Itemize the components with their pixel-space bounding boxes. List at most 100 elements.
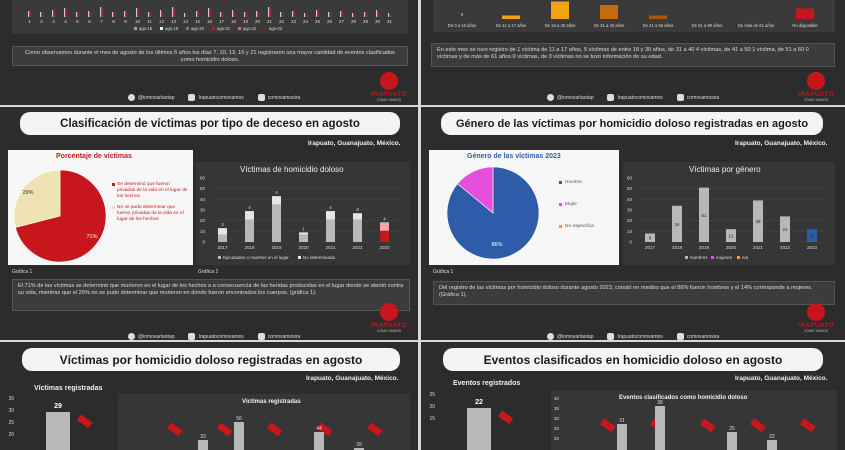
legend-swatch: [685, 256, 688, 259]
day-tick-label: 20: [255, 19, 261, 24]
instagram-handle[interactable]: comovamosira: [257, 333, 300, 340]
legend-swatch: [112, 183, 115, 186]
daily-bar: [148, 12, 150, 17]
pie-legend-item: Hombre: [559, 180, 617, 185]
bar-value-label: 22: [769, 434, 775, 440]
facebook-handle[interactable]: Irapuatocomovamos: [607, 333, 663, 340]
instagram-handle[interactable]: comovamosira: [257, 94, 300, 101]
bar-value-label: 33: [200, 434, 206, 440]
legend-label: ago-20: [191, 26, 205, 31]
y-tick-label: 0: [202, 240, 205, 245]
daily-bar: [184, 13, 186, 17]
pie-legend-item: No se pudo determinar que fueron privada…: [112, 205, 188, 222]
legend-swatch: [559, 225, 562, 228]
age-bar: [796, 8, 814, 19]
x-tick-label: 2019: [271, 245, 282, 250]
daily-bar: [114, 13, 116, 17]
summary-value: 29: [54, 403, 62, 410]
summary-value: 22: [475, 399, 483, 406]
x-tick-label: 2023: [807, 245, 818, 250]
day-tick-label: 15: [195, 19, 201, 24]
twitter-icon: [128, 94, 135, 101]
day-tick-label: 28: [351, 19, 357, 24]
daily-bar: [388, 13, 390, 17]
twitter-handle[interactable]: @iomovarlaotap: [128, 333, 174, 340]
daily-bar: [270, 9, 272, 17]
legend-swatch: [238, 27, 241, 30]
change-badge: [699, 418, 716, 433]
gender-bar: [753, 200, 763, 242]
bar-value-label: 34: [674, 222, 680, 227]
facebook-icon: [188, 94, 196, 101]
pie-value-label: 86%: [491, 242, 502, 248]
period-bar: [354, 448, 364, 450]
death-type-note: El 71% de las víctimas se determinó que …: [12, 279, 410, 311]
facebook-handle[interactable]: Irapuatocomovamos: [188, 333, 244, 340]
big-chart-box: Eventos clasificados como homicidio dolo…: [551, 390, 837, 450]
facebook-handle[interactable]: Irapuatocomovamos: [188, 94, 244, 101]
legend-label: No se pudo determinar que fueron privada…: [117, 205, 184, 222]
age-category-label: De 11 a 17 años: [496, 23, 526, 28]
legend-swatch: [711, 256, 714, 259]
y-tick-label: 0: [629, 240, 632, 245]
daily-bar: [304, 13, 306, 17]
bar-value-label: 24: [782, 227, 788, 232]
day-tick-label: 17: [219, 19, 225, 24]
twitter-handle[interactable]: @iomovarlaotap: [547, 333, 593, 340]
daily-bar: [390, 13, 392, 17]
gender-bar: [780, 216, 790, 242]
facebook-handle[interactable]: Irapuatocomovamos: [607, 94, 663, 101]
y-tick-label: 40: [627, 197, 633, 202]
bar-value-label: 51: [701, 213, 707, 218]
y-tick-label: 35: [8, 396, 14, 402]
twitter-icon: [547, 333, 554, 340]
period-bar: [655, 406, 665, 450]
legend-label: ago-18: [139, 26, 153, 31]
victims-pie-slice: [13, 169, 61, 228]
legend-swatch: [218, 256, 221, 259]
instagram-handle[interactable]: comovamosira: [676, 94, 719, 101]
instagram-handle[interactable]: comovamosira: [676, 333, 719, 340]
panel-age: De 0 a 10 años De 11 a 17 años De 18 a 30 …: [421, 0, 845, 105]
bar-value-label: 4: [383, 216, 386, 221]
stacked-bar-segment: [353, 219, 362, 242]
logo: IRAPUATO CÓMO VAMOS: [793, 72, 839, 102]
legend-label: Hombre: [565, 180, 583, 185]
daily-bar: [316, 10, 318, 17]
pie-title: Género de las víctimas 2023: [467, 153, 561, 160]
daily-bar: [186, 13, 188, 17]
stacked-bar-segment: [353, 213, 362, 220]
bar-title: Víctimas de homicidio doloso: [240, 165, 344, 174]
daily-bar: [54, 11, 56, 17]
y-tick-label: 30: [627, 208, 633, 213]
legend-swatch: [264, 27, 267, 30]
small-chart-svg: 25 20 15 22: [429, 392, 514, 450]
change-badge: [799, 418, 816, 433]
instagram-icon: [676, 94, 684, 101]
bar-value-label: 31: [619, 418, 625, 424]
bar-chart-box: Víctimas por género 0 10 20 30 40 50 60 8 2017 34…: [623, 162, 835, 265]
period-bar: [727, 432, 737, 450]
twitter-handle[interactable]: @iomovarlaotap: [128, 94, 174, 101]
day-tick-label: 3: [52, 19, 55, 24]
daily-bar: [268, 7, 270, 17]
legend-label: No especifica: [565, 224, 594, 229]
twitter-handle[interactable]: @iomovarlaotap: [547, 94, 593, 101]
bar-value-label: 12: [809, 234, 815, 239]
logo: IRAPUATO CÓMO VAMOS: [366, 72, 412, 102]
day-tick-label: 16: [207, 19, 213, 24]
period-bar: [314, 432, 324, 450]
day-tick-label: 10: [135, 19, 141, 24]
day-tick-label: 29: [363, 19, 369, 24]
age-note: En este mes se tuvo registro de 1 víctim…: [431, 43, 835, 67]
change-badge: [497, 410, 514, 425]
daily-bar: [172, 7, 174, 17]
age-bars-svg: De 0 a 10 años De 11 a 17 años De 18 a 30 …: [448, 1, 818, 28]
y-tick-label: 10: [627, 229, 633, 234]
logo-mark-icon: [380, 303, 398, 321]
day-tick-label: 5: [76, 19, 79, 24]
bar-title: Víctimas por género: [689, 165, 761, 174]
x-tick-label: 2020: [726, 245, 737, 250]
page-title: Eventos clasificados en homicidio doloso…: [443, 348, 823, 371]
y-tick-label: 40: [554, 396, 560, 401]
